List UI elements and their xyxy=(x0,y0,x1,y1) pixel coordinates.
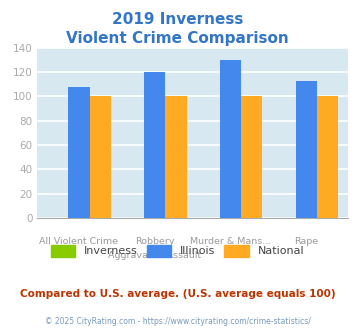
Text: Rape: Rape xyxy=(294,237,318,246)
Text: Robbery: Robbery xyxy=(135,237,174,246)
Bar xyxy=(296,81,317,218)
Bar xyxy=(89,96,111,218)
Text: All Violent Crime: All Violent Crime xyxy=(39,237,119,246)
Bar xyxy=(220,60,241,218)
Text: Aggravated Assault: Aggravated Assault xyxy=(108,251,201,260)
Bar xyxy=(165,96,186,218)
Bar xyxy=(144,72,165,218)
Bar xyxy=(241,96,262,218)
Text: © 2025 CityRating.com - https://www.cityrating.com/crime-statistics/: © 2025 CityRating.com - https://www.city… xyxy=(45,317,310,326)
Text: Murder & Mans...: Murder & Mans... xyxy=(190,237,271,246)
Text: Violent Crime Comparison: Violent Crime Comparison xyxy=(66,31,289,46)
Bar xyxy=(69,87,89,218)
Text: Compared to U.S. average. (U.S. average equals 100): Compared to U.S. average. (U.S. average … xyxy=(20,289,335,299)
Legend: Inverness, Illinois, National: Inverness, Illinois, National xyxy=(51,245,304,257)
Text: 2019 Inverness: 2019 Inverness xyxy=(112,12,243,26)
Bar xyxy=(317,96,338,218)
